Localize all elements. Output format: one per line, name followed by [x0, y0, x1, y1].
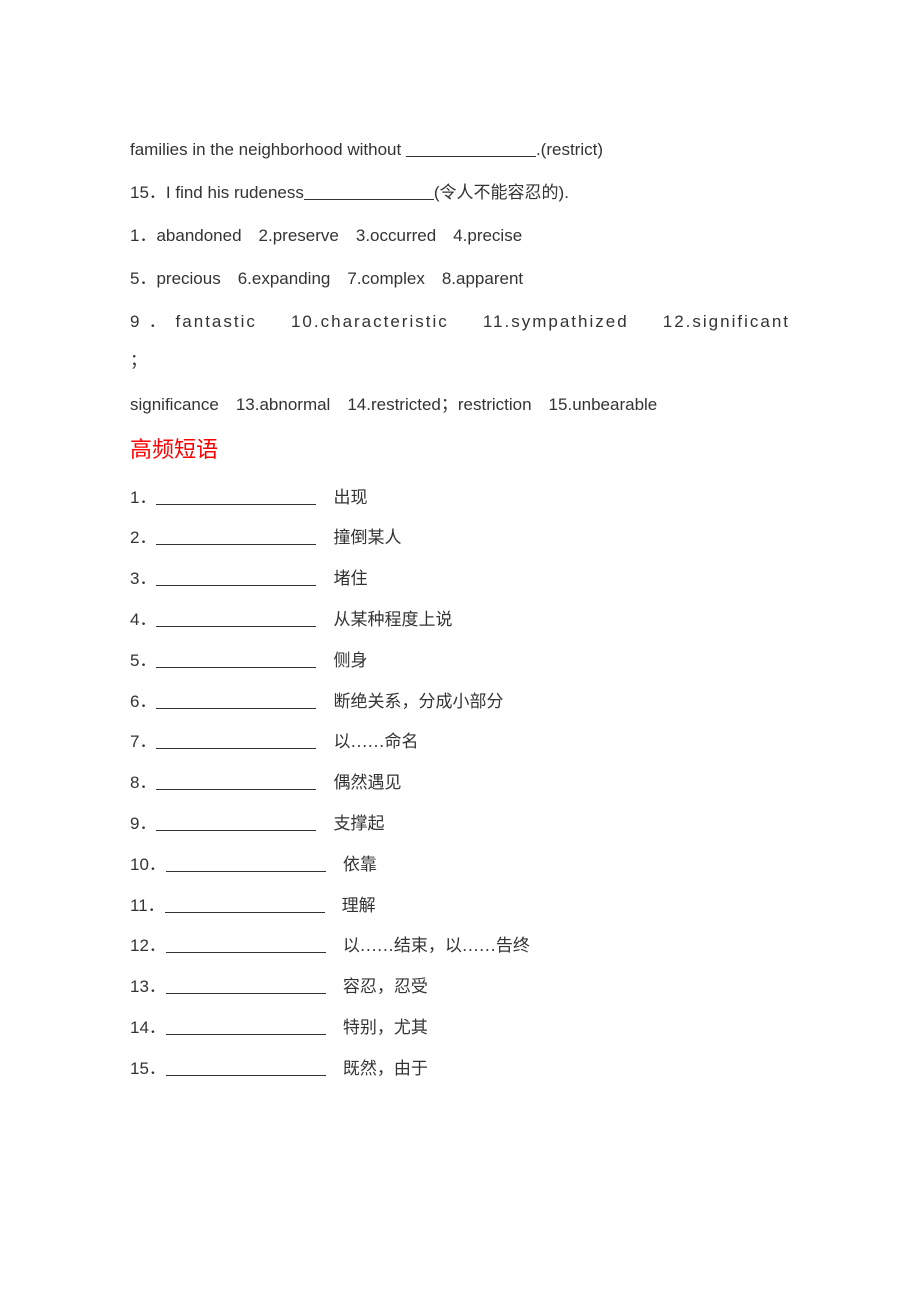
phrase-blank	[166, 978, 326, 994]
phrase-blank	[166, 1019, 326, 1035]
phrase-blank	[156, 774, 316, 790]
phrase-item-number: 15．	[130, 1059, 166, 1078]
phrase-blank	[156, 489, 316, 505]
question-15: 15．I find his rudeness (令人不能容忍的).	[130, 173, 790, 212]
phrase-item-number: 6．	[130, 692, 156, 711]
question-14-continuation: families in the neighborhood without .(r…	[130, 130, 790, 169]
answers-row-2: 5．precious 6.expanding 7.complex 8.appar…	[130, 259, 790, 298]
phrase-item-meaning: 支撑起	[316, 814, 384, 833]
phrase-item: 2． 撞倒某人	[130, 518, 790, 559]
phrase-item-meaning: 既然，由于	[326, 1059, 428, 1078]
phrase-blank	[166, 1060, 326, 1076]
phrase-item-number: 7．	[130, 732, 156, 751]
phrase-item-number: 12．	[130, 936, 166, 955]
q14-suffix: .(restrict)	[536, 140, 603, 159]
q14-prefix: families in the neighborhood without	[130, 140, 406, 159]
phrase-item-number: 13．	[130, 977, 166, 996]
phrase-list: 1． 出现2． 撞倒某人3． 堵住4． 从某种程度上说5． 侧身6． 断绝关系，…	[130, 478, 790, 1090]
phrase-item-meaning: 以……命名	[316, 732, 418, 751]
phrase-item-meaning: 从某种程度上说	[316, 610, 452, 629]
blank-15	[304, 184, 434, 200]
phrase-item-number: 11．	[130, 896, 165, 915]
phrase-blank	[156, 529, 316, 545]
q15-prefix: 15．I find his rudeness	[130, 183, 304, 202]
phrase-item: 12． 以……结束，以……告终	[130, 926, 790, 967]
phrase-item-number: 1．	[130, 488, 156, 507]
phrase-item-meaning: 以……结束，以……告终	[326, 936, 530, 955]
phrase-item: 4． 从某种程度上说	[130, 600, 790, 641]
phrase-item-meaning: 依靠	[326, 855, 377, 874]
phrase-blank	[166, 937, 326, 953]
section-title-phrases: 高频短语	[130, 428, 790, 472]
phrase-item-meaning: 偶然遇见	[316, 773, 401, 792]
phrase-item: 15． 既然，由于	[130, 1049, 790, 1090]
phrase-blank	[165, 897, 325, 913]
phrase-item-meaning: 堵住	[316, 569, 367, 588]
answers-row-1: 1．abandoned 2.preserve 3.occurred 4.prec…	[130, 216, 790, 255]
phrase-item-meaning: 断绝关系，分成小部分	[316, 692, 503, 711]
phrase-item-number: 14．	[130, 1018, 166, 1037]
phrase-item: 11． 理解	[130, 886, 790, 927]
phrase-item-meaning: 撞倒某人	[316, 528, 401, 547]
phrase-item: 5． 侧身	[130, 641, 790, 682]
answers-row-4: significance 13.abnormal 14.restricted；r…	[130, 385, 790, 424]
phrase-item: 1． 出现	[130, 478, 790, 519]
phrase-item-meaning: 特别，尤其	[326, 1018, 428, 1037]
q15-suffix: (令人不能容忍的).	[434, 183, 569, 202]
phrase-item-meaning: 理解	[325, 896, 376, 915]
phrase-blank	[166, 856, 326, 872]
phrase-item-number: 10．	[130, 855, 166, 874]
phrase-item: 7． 以……命名	[130, 722, 790, 763]
phrase-item: 8． 偶然遇见	[130, 763, 790, 804]
phrase-blank	[156, 652, 316, 668]
phrase-blank	[156, 570, 316, 586]
phrase-item-meaning: 容忍，忍受	[326, 977, 428, 996]
phrase-item-number: 5．	[130, 651, 156, 670]
phrase-blank	[156, 611, 316, 627]
phrase-item-number: 4．	[130, 610, 156, 629]
blank-14	[406, 141, 536, 157]
phrase-item: 9． 支撑起	[130, 804, 790, 845]
phrase-item: 3． 堵住	[130, 559, 790, 600]
phrase-item-number: 3．	[130, 569, 156, 588]
phrase-item: 10． 依靠	[130, 845, 790, 886]
phrase-item: 6． 断绝关系，分成小部分	[130, 682, 790, 723]
phrase-blank	[156, 733, 316, 749]
phrase-item: 13． 容忍，忍受	[130, 967, 790, 1008]
phrase-blank	[156, 693, 316, 709]
phrase-item: 14． 特别，尤其	[130, 1008, 790, 1049]
phrase-blank	[156, 815, 316, 831]
phrase-item-number: 9．	[130, 814, 156, 833]
phrase-item-number: 8．	[130, 773, 156, 792]
answers-row-3: 9 ． fantastic 10.characteristic 11.sympa…	[130, 302, 790, 380]
phrase-item-meaning: 出现	[316, 488, 367, 507]
phrase-item-meaning: 侧身	[316, 651, 367, 670]
phrase-item-number: 2．	[130, 528, 156, 547]
